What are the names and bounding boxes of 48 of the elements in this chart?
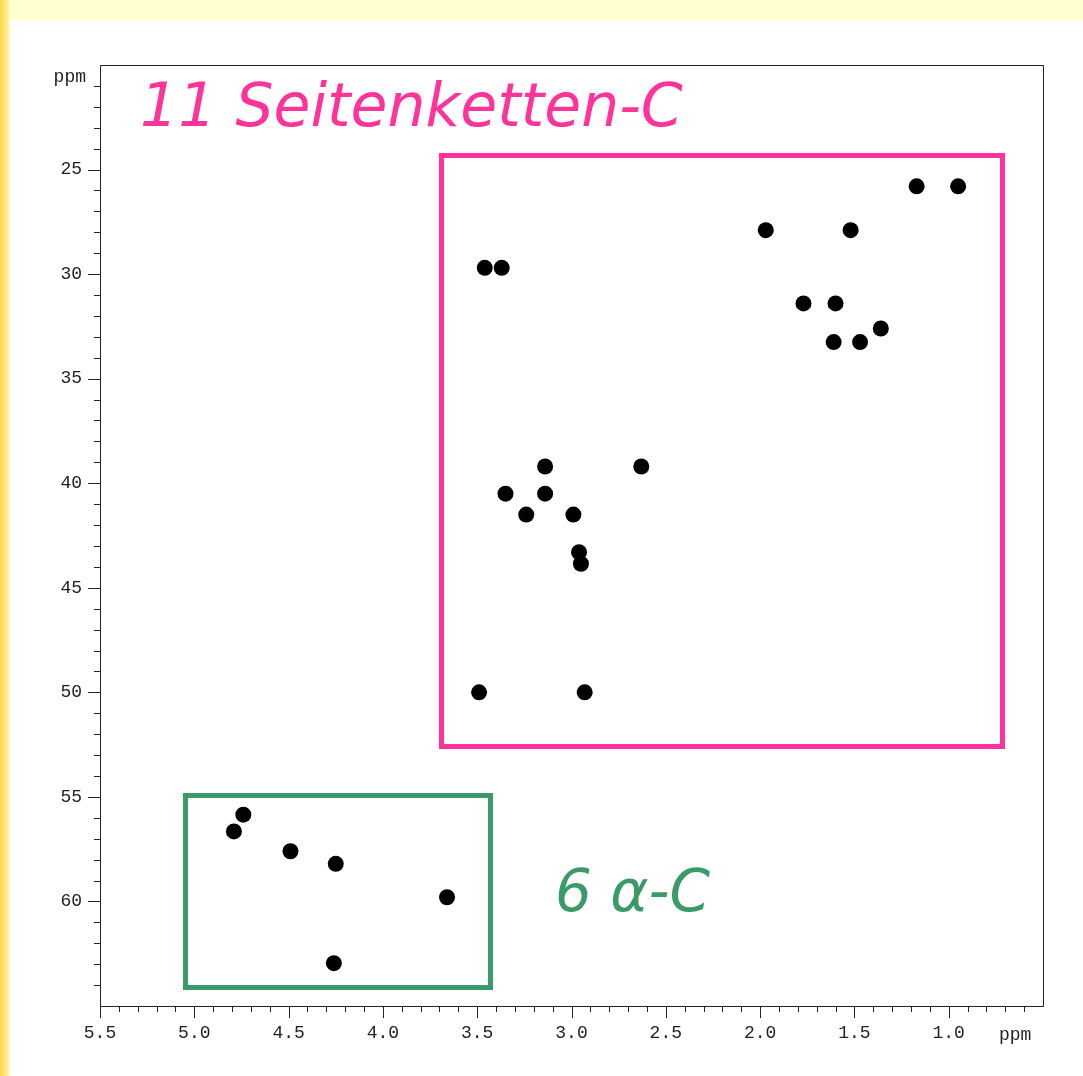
x-tick-label: 4.0 (366, 1022, 400, 1043)
x-axis-title: ppm (999, 1024, 1032, 1045)
y-tick-label: 25 (60, 159, 82, 180)
y-tick-label: 50 (60, 682, 82, 703)
point (537, 485, 554, 502)
point (842, 222, 859, 239)
annotation: 6 α-C (555, 857, 710, 925)
annotation: 11 Seitenketten-C (140, 70, 683, 140)
point (518, 506, 535, 523)
y-tick-label: 40 (60, 472, 82, 493)
point (633, 458, 650, 475)
x-tick-label: 3.5 (461, 1022, 494, 1043)
x-tick-label: 1.5 (838, 1022, 871, 1043)
x-tick-label: 2.5 (649, 1022, 682, 1043)
x-tick-label: 3.0 (555, 1022, 588, 1043)
x-tick-label: 5.0 (178, 1022, 211, 1043)
point (908, 178, 925, 195)
y-tick-label: 35 (60, 368, 82, 389)
point (572, 555, 589, 572)
point (471, 684, 488, 701)
point (225, 823, 242, 840)
x-tick-label: 2.0 (743, 1022, 777, 1043)
point (757, 222, 774, 239)
point (325, 955, 342, 972)
point (795, 295, 812, 312)
point (327, 855, 344, 872)
point (950, 178, 967, 195)
y-tick-label: 55 (60, 786, 82, 807)
x-tick-label: 1.0 (932, 1022, 965, 1043)
point (565, 506, 582, 523)
y-tick-label: 45 (60, 577, 82, 598)
point (872, 320, 889, 337)
y-tick-label: 60 (60, 891, 82, 912)
point (827, 295, 844, 312)
point (476, 259, 493, 276)
point (852, 334, 869, 351)
point (493, 259, 510, 276)
point (439, 889, 456, 906)
point (825, 334, 842, 351)
point (537, 458, 554, 475)
x-tick-label: 5.5 (83, 1022, 117, 1043)
point (576, 684, 593, 701)
x-tick-label: 4.5 (272, 1022, 305, 1043)
point (282, 843, 299, 860)
y-axis-title: ppm (53, 66, 86, 87)
point (235, 806, 252, 823)
y-tick-label: 30 (60, 263, 82, 284)
point (497, 485, 514, 502)
